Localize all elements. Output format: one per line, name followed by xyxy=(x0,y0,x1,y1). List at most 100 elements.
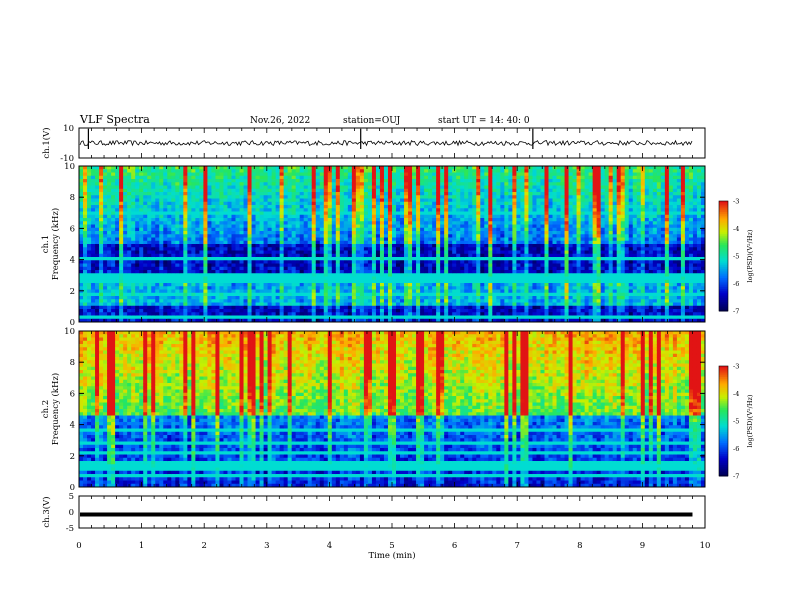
spectrogram-cell xyxy=(271,214,277,219)
spectrogram-cell xyxy=(343,273,349,277)
spectrogram-cell xyxy=(307,266,313,271)
spectrogram-cell xyxy=(215,247,220,251)
spectrogram-cell xyxy=(95,185,100,190)
spectrogram-cell xyxy=(375,305,381,310)
spectrogram-cell xyxy=(119,302,124,307)
spectrogram-cell xyxy=(211,192,216,196)
spectrogram-cell xyxy=(155,240,160,245)
spectrogram-cell xyxy=(444,166,449,170)
spectrogram-cell xyxy=(83,227,88,232)
spectrogram-cell xyxy=(235,289,240,294)
spectrogram-cell xyxy=(155,283,160,287)
spectrogram-cell xyxy=(215,205,220,209)
spectrogram-cell xyxy=(291,318,297,323)
spectrogram-cell xyxy=(283,250,289,255)
spectrogram-cell xyxy=(151,257,156,261)
spectrogram-cell xyxy=(227,266,232,271)
spectrogram-cell xyxy=(227,273,232,277)
spectrogram-cell xyxy=(291,227,297,232)
spectrogram-cell xyxy=(199,260,204,264)
spectrogram-cell xyxy=(183,198,188,203)
ch1-ytick-label-bottom: -10 xyxy=(60,154,74,164)
spectrogram-cell xyxy=(448,312,453,316)
spectrogram-cell xyxy=(387,299,393,303)
spectrogram-cell xyxy=(127,221,132,225)
spectrogram-cell xyxy=(367,302,373,307)
spectrogram-cell xyxy=(111,214,116,219)
spectrogram-cell xyxy=(412,218,417,222)
spectrogram-cell xyxy=(375,221,381,225)
spectrogram-cell xyxy=(279,234,285,238)
spectrogram-cell xyxy=(163,185,168,190)
spectrogram-cell xyxy=(367,315,373,320)
spectrogram-cell xyxy=(339,247,345,251)
spectrogram-cell xyxy=(135,179,140,183)
spectrogram-cell xyxy=(259,188,264,193)
spectrogram-cell xyxy=(167,214,172,219)
spectrogram-cell xyxy=(383,276,389,281)
spectrogram-cell xyxy=(223,279,228,284)
spectrogram-cell xyxy=(111,198,116,203)
spectrogram-cell xyxy=(323,231,329,235)
spectrogram-cell xyxy=(351,276,357,281)
spectrogram-cell xyxy=(323,234,329,238)
spectrogram-cell xyxy=(179,286,184,290)
spectrogram-cell xyxy=(267,273,273,277)
spectrogram-cell xyxy=(359,279,365,284)
spectrogram-cell xyxy=(379,250,385,255)
spectrogram-cell xyxy=(440,179,445,183)
spectrogram-cell xyxy=(387,234,393,238)
spectrogram-cell xyxy=(135,221,140,225)
spectrogram-cell xyxy=(371,231,377,235)
spectrogram-cell xyxy=(211,205,216,209)
spectrogram-cell xyxy=(480,273,485,277)
spectrogram-cell xyxy=(79,260,84,264)
spectrogram-cell xyxy=(307,231,313,235)
spectrogram-cell xyxy=(115,302,120,307)
spectrogram-cell xyxy=(99,302,104,307)
spectrogram-cell xyxy=(440,201,445,206)
spectrogram-cell xyxy=(404,247,409,251)
spectrogram-cell xyxy=(335,192,341,196)
spectrogram-cell xyxy=(127,234,132,238)
spectrogram-cell xyxy=(331,172,337,177)
spectrogram-cell xyxy=(119,270,124,274)
spectrogram-cell xyxy=(408,237,413,242)
spectrogram-cell xyxy=(331,302,337,307)
spectrogram-cell xyxy=(247,208,252,212)
spectrogram-cell xyxy=(396,260,401,264)
spectrogram-cell xyxy=(420,175,425,180)
spectrogram-cell xyxy=(155,179,160,183)
spectrogram-cell xyxy=(103,279,108,284)
spectrogram-cell xyxy=(440,240,445,245)
spectrogram-cell xyxy=(299,182,305,186)
spectrogram-cell xyxy=(239,270,244,274)
spectrogram-cell xyxy=(319,166,325,170)
spectrogram-cell xyxy=(331,283,337,287)
spectrogram-cell xyxy=(436,266,441,271)
spectrogram-cell xyxy=(247,270,252,274)
spectrogram-cell xyxy=(235,270,240,274)
spectrogram-cell xyxy=(339,279,345,284)
spectrogram-cell xyxy=(167,231,172,235)
spectrogram-cell xyxy=(420,247,425,251)
spectrogram-cell xyxy=(420,227,425,232)
spectrogram-cell xyxy=(179,257,184,261)
spectrogram-cell xyxy=(135,234,140,238)
spectrogram-cell xyxy=(335,188,341,193)
spectrogram-cell xyxy=(191,221,196,225)
spectrogram-cell xyxy=(432,192,437,196)
spectrogram-cell xyxy=(99,211,104,216)
spectrogram-cell xyxy=(416,175,421,180)
spectrogram-cell xyxy=(231,208,236,212)
spectrogram-cell xyxy=(484,312,489,316)
spectrogram-cell xyxy=(119,201,124,206)
spectrogram-cell xyxy=(83,240,88,245)
spectrogram-cell xyxy=(456,302,461,307)
spectrogram-cell xyxy=(127,211,132,216)
spectrogram-cell xyxy=(207,218,212,222)
spectrogram-cell xyxy=(95,279,100,284)
spectrogram-cell xyxy=(79,234,84,238)
spectrogram-cell xyxy=(367,253,373,258)
spectrogram-cell xyxy=(255,185,260,190)
